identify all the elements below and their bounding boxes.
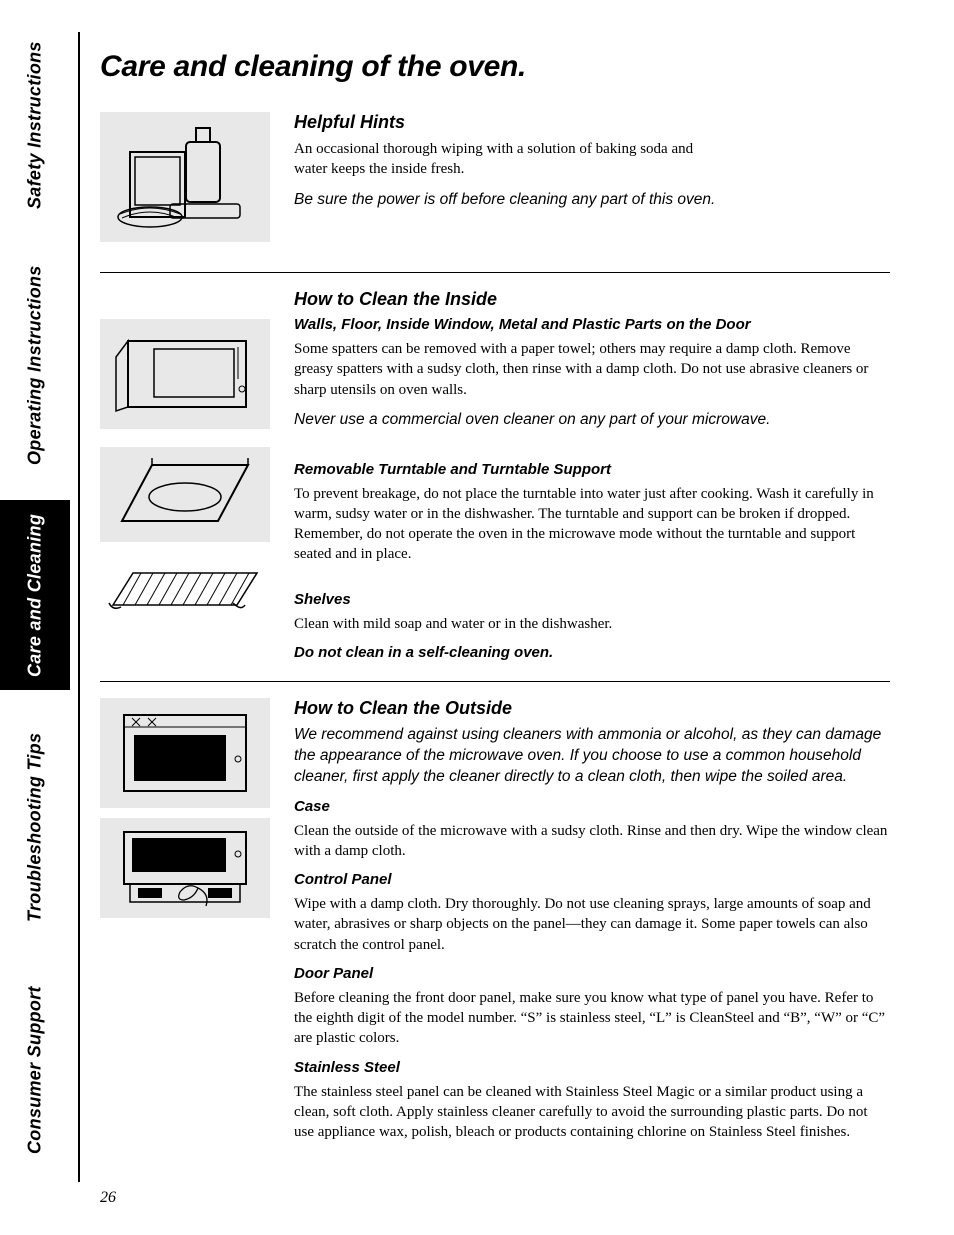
- hints-image: [100, 112, 270, 242]
- divider: [100, 272, 890, 273]
- hints-p2: Be sure the power is off before cleaning…: [294, 190, 890, 211]
- control-p1: Wipe with a damp cloth. Dry thoroughly. …: [294, 894, 890, 955]
- hints-p1: An occasional thorough wiping with a sol…: [294, 139, 714, 180]
- inside-image-2: [100, 447, 270, 542]
- walls-p2: Never use a commercial oven cleaner on a…: [294, 410, 890, 431]
- outside-intro: We recommend against using cleaners with…: [294, 725, 890, 788]
- divider: [100, 681, 890, 682]
- tab-care[interactable]: Care and Cleaning: [0, 500, 70, 690]
- hints-heading: Helpful Hints: [294, 112, 890, 133]
- case-p1: Clean the outside of the microwave with …: [294, 821, 890, 862]
- door-p1: Before cleaning the front door panel, ma…: [294, 988, 890, 1049]
- walls-sub: Walls, Floor, Inside Window, Metal and P…: [294, 316, 890, 333]
- walls-p1: Some spatters can be removed with a pape…: [294, 339, 890, 400]
- page-number: 26: [100, 1189, 116, 1207]
- control-sub: Control Panel: [294, 871, 890, 888]
- tab-consumer[interactable]: Consumer Support: [0, 965, 70, 1175]
- page-title: Care and cleaning of the oven.: [100, 50, 890, 84]
- steel-p1: The stainless steel panel can be cleaned…: [294, 1082, 890, 1143]
- shelves-sub: Shelves: [294, 591, 890, 608]
- door-sub: Door Panel: [294, 965, 890, 982]
- inside-heading: How to Clean the Inside: [294, 289, 890, 310]
- section-outside: How to Clean the Outside We recommend ag…: [100, 698, 890, 1153]
- vertical-divider: [78, 32, 80, 1182]
- section-inside: How to Clean the Inside Walls, Floor, In…: [100, 289, 890, 661]
- tab-trouble[interactable]: Troubleshooting Tips: [0, 710, 70, 945]
- outside-heading: How to Clean the Outside: [294, 698, 890, 719]
- side-tabs: Safety Instructions Operating Instructio…: [0, 0, 70, 1235]
- section-hints: Helpful Hints An occasional thorough wip…: [100, 112, 890, 252]
- inside-image-1: [100, 319, 270, 429]
- tab-operating[interactable]: Operating Instructions: [0, 250, 70, 480]
- outside-image-2: [100, 818, 270, 918]
- case-sub: Case: [294, 798, 890, 815]
- tab-safety[interactable]: Safety Instructions: [0, 20, 70, 230]
- steel-sub: Stainless Steel: [294, 1059, 890, 1076]
- turntable-sub: Removable Turntable and Turntable Suppor…: [294, 461, 890, 478]
- inside-image-3: [100, 560, 270, 625]
- outside-image-1: [100, 698, 270, 808]
- shelves-p2: Do not clean in a self-cleaning oven.: [294, 644, 890, 661]
- turntable-p1: To prevent breakage, do not place the tu…: [294, 484, 890, 565]
- shelves-p1: Clean with mild soap and water or in the…: [294, 614, 890, 634]
- page-content: Care and cleaning of the oven. Helpful H…: [100, 50, 890, 1172]
